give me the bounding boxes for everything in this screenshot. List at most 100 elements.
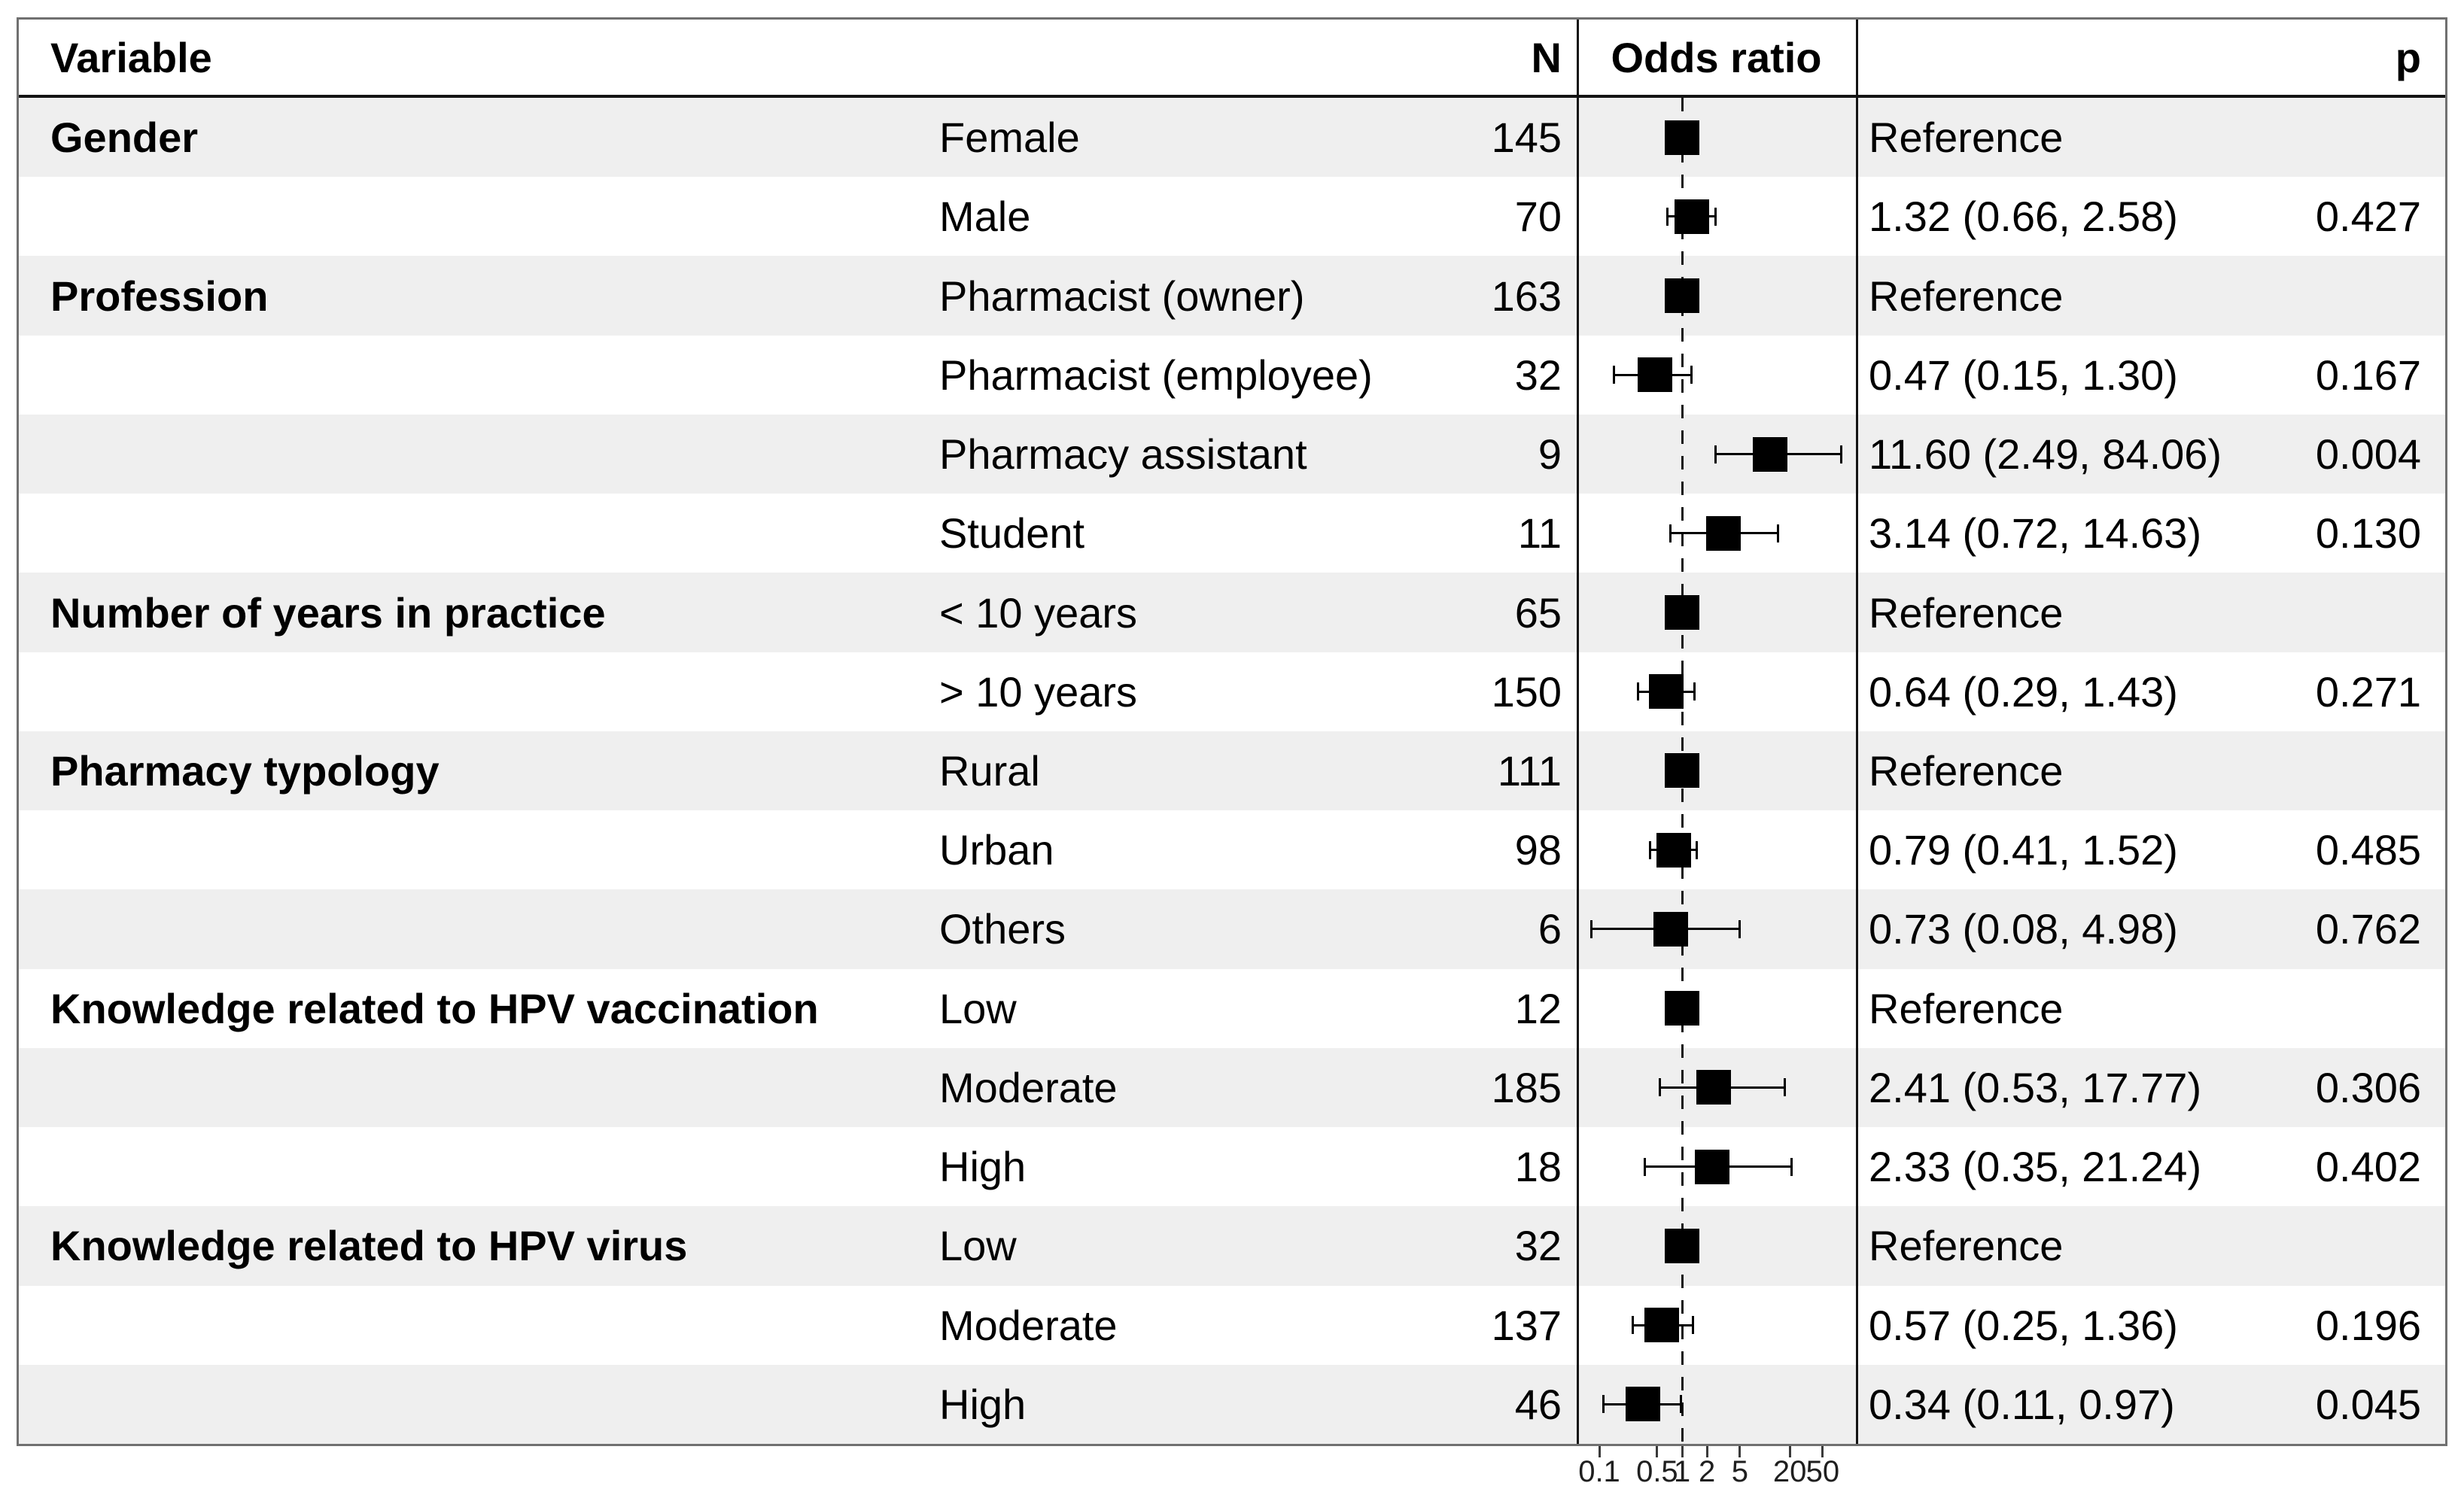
ci-plot-area <box>19 889 2445 968</box>
ci-cap-high <box>1714 207 1717 226</box>
level-label: Pharmacist (employee) <box>939 351 1373 399</box>
table-row: Knowledge related to HPV vaccination Low… <box>19 969 2445 1048</box>
ci-plot-area <box>19 494 2445 573</box>
plot-column-left-border <box>1577 20 1579 1444</box>
table-row: Moderate 185 2.41 (0.53, 17.77) 0.306 <box>19 1047 2445 1128</box>
table-row: Pharmacy typology Rural 111 Reference <box>19 731 2445 811</box>
estimate-label: 0.79 (0.41, 1.52) <box>1869 826 2178 874</box>
p-value <box>2201 256 2421 335</box>
or-marker <box>1665 595 1699 631</box>
p-value <box>2201 1206 2421 1285</box>
variable-group-label: Profession <box>50 272 269 320</box>
estimate-label: Reference <box>1869 272 2064 320</box>
or-marker <box>1637 357 1672 393</box>
p-value: 0.271 <box>2315 667 2421 716</box>
p-value: 0.196 <box>2315 1301 2421 1349</box>
ci-cap-high <box>1839 445 1842 463</box>
level-label: Moderate <box>939 1063 1118 1111</box>
table-row: Gender Female 145 Reference <box>19 98 2445 178</box>
ci-cap-low <box>1666 207 1669 226</box>
ci-plot-area <box>19 98 2445 177</box>
ci-plot-area <box>19 177 2445 256</box>
or-marker <box>1648 674 1684 710</box>
estimate-label: 0.34 (0.11, 0.97) <box>1869 1380 2175 1428</box>
column-header-variable: Variable <box>50 33 212 81</box>
table-body: Gender Female 145 Reference Male 70 1.32… <box>19 20 2445 1444</box>
level-label: Female <box>939 114 1080 162</box>
n-value: 163 <box>1491 272 1562 320</box>
axis-tick-label: 0.5 <box>1636 1455 1678 1488</box>
table-row: High 18 2.33 (0.35, 21.24) 0.402 <box>19 1127 2445 1206</box>
level-label: Low <box>939 984 1017 1032</box>
ci-cap-low <box>1613 366 1616 384</box>
ci-cap-high <box>1690 366 1693 384</box>
n-value: 150 <box>1491 667 1562 716</box>
n-value: 137 <box>1491 1301 1562 1349</box>
n-value: 46 <box>1514 1380 1562 1428</box>
or-marker <box>1665 120 1699 155</box>
n-value: 32 <box>1514 351 1562 399</box>
or-marker <box>1696 1070 1732 1105</box>
or-marker <box>1665 991 1699 1026</box>
estimate-label: 2.33 (0.35, 21.24) <box>1869 1143 2202 1191</box>
forest-plot-figure: Variable N Odds ratio p Gender Female 14… <box>17 17 2447 1446</box>
estimate-label: 0.57 (0.25, 1.36) <box>1869 1301 2178 1349</box>
n-value: 32 <box>1514 1222 1562 1270</box>
level-label: Student <box>939 509 1085 558</box>
or-marker <box>1695 1149 1730 1184</box>
variable-group-label: Pharmacy typology <box>50 746 440 795</box>
ci-plot-area <box>19 652 2445 731</box>
or-marker <box>1626 1387 1661 1422</box>
p-value: 0.167 <box>2315 351 2421 399</box>
table-row: Male 70 1.32 (0.66, 2.58) 0.427 <box>19 177 2445 256</box>
ci-cap-low <box>1636 682 1639 701</box>
n-value: 70 <box>1514 193 1562 241</box>
level-label: Male <box>939 193 1031 241</box>
table-row: Pharmacy assistant 9 11.60 (2.49, 84.06)… <box>19 414 2445 494</box>
p-value: 0.045 <box>2315 1380 2421 1428</box>
level-label: High <box>939 1380 1027 1428</box>
ci-plot-area <box>19 1365 2445 1444</box>
estimate-label: 11.60 (2.49, 84.06) <box>1869 430 2222 479</box>
variable-group-label: Knowledge related to HPV vaccination <box>50 984 819 1032</box>
ci-cap-low <box>1649 840 1652 859</box>
ci-plot-area <box>19 415 2445 494</box>
ci-cap-high <box>1738 919 1741 938</box>
ci-cap-high <box>1777 524 1780 542</box>
n-value: 9 <box>1538 430 1562 479</box>
p-value: 0.004 <box>2315 430 2421 479</box>
table-row: Moderate 137 0.57 (0.25, 1.36) 0.196 <box>19 1286 2445 1365</box>
axis-tick-label: 1 <box>1673 1455 1691 1488</box>
estimate-label: 3.14 (0.72, 14.63) <box>1869 509 2202 558</box>
level-label: Others <box>939 905 1066 953</box>
level-label: < 10 years <box>939 588 1138 637</box>
variable-group-label: Number of years in practice <box>50 588 606 637</box>
table-header: Variable N Odds ratio p <box>19 20 2445 95</box>
ci-cap-low <box>1658 1078 1661 1097</box>
p-value: 0.306 <box>2315 1063 2421 1111</box>
axis-tick <box>1681 1446 1684 1457</box>
n-value: 12 <box>1514 984 1562 1032</box>
level-label: Moderate <box>939 1301 1118 1349</box>
p-value: 0.402 <box>2315 1143 2421 1191</box>
or-marker <box>1653 911 1688 947</box>
p-value: 0.762 <box>2315 905 2421 953</box>
header-separator <box>19 95 2445 98</box>
table-row: Profession Pharmacist (owner) 163 Refere… <box>19 256 2445 336</box>
estimate-label: 2.41 (0.53, 17.77) <box>1869 1063 2202 1111</box>
ci-plot-area <box>19 256 2445 335</box>
p-value <box>2201 573 2421 652</box>
p-value: 0.485 <box>2315 826 2421 874</box>
axis-tick <box>1788 1446 1791 1457</box>
ci-cap-high <box>1691 1316 1694 1335</box>
ci-cap-high <box>1679 1395 1682 1414</box>
table-row: Urban 98 0.79 (0.41, 1.52) 0.485 <box>19 810 2445 889</box>
ci-plot-area <box>19 969 2445 1048</box>
plot-column-right-border <box>1856 20 1858 1444</box>
n-value: 185 <box>1491 1063 1562 1111</box>
level-label: High <box>939 1143 1027 1191</box>
or-marker <box>1665 753 1699 789</box>
ci-cap-low <box>1669 524 1672 542</box>
ci-cap-high <box>1784 1078 1787 1097</box>
p-value <box>2201 969 2421 1048</box>
